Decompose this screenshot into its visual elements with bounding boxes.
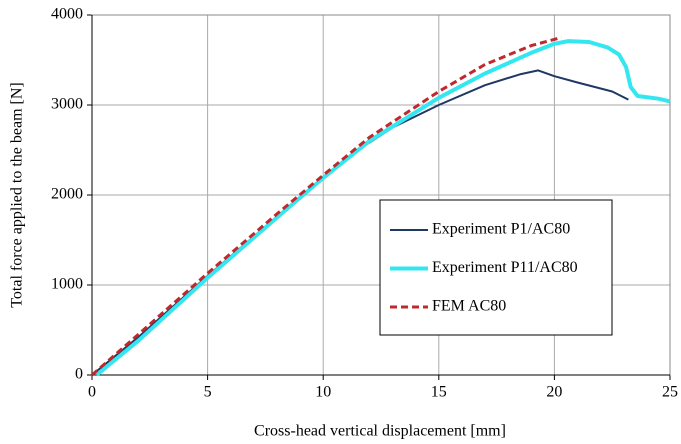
x-tick-label: 25 <box>662 384 678 401</box>
x-axis-title: Cross-head vertical displacement [mm] <box>254 423 506 440</box>
legend-label: FEM AC80 <box>432 298 506 315</box>
y-tick-label: 2000 <box>51 186 83 203</box>
y-tick-label: 1000 <box>51 276 83 293</box>
x-tick-label: 5 <box>204 384 212 401</box>
x-tick-label: 10 <box>315 384 331 401</box>
y-tick-label: 0 <box>75 366 83 383</box>
series-line <box>91 36 562 377</box>
y-axis-title: Total force applied to the beam [N] <box>9 82 26 307</box>
y-tick-label: 4000 <box>51 6 83 23</box>
x-tick-label: 20 <box>546 384 562 401</box>
y-tick-label: 3000 <box>51 96 83 113</box>
series-line <box>95 39 671 377</box>
legend-label: Experiment P11/AC80 <box>432 259 578 276</box>
x-tick-label: 0 <box>88 384 96 401</box>
legend-label: Experiment P1/AC80 <box>432 221 570 238</box>
x-tick-label: 15 <box>431 384 447 401</box>
